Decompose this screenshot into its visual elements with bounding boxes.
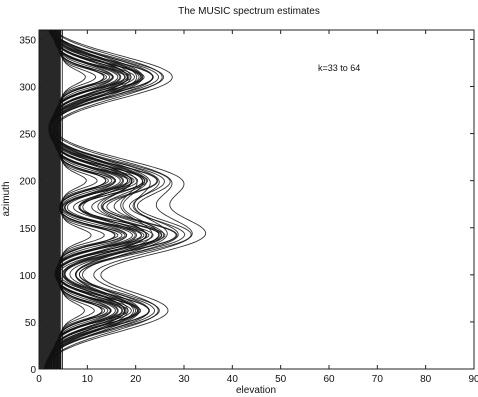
y-tick-label: 0 <box>30 365 36 376</box>
x-tick-label: 0 <box>36 374 42 385</box>
contour-line <box>50 29 148 369</box>
contour-line <box>55 30 150 369</box>
contour-lines <box>39 29 207 370</box>
y-tick-label: 300 <box>19 83 36 94</box>
x-tick-label: 90 <box>468 374 478 385</box>
y-tick-label: 250 <box>19 130 36 141</box>
x-tick-label: 30 <box>178 374 190 385</box>
contour-line <box>45 29 192 370</box>
contour-line <box>53 30 166 369</box>
y-tick-label: 200 <box>19 177 36 188</box>
y-tick-label: 50 <box>25 318 37 329</box>
contour-line <box>61 30 92 369</box>
y-axis-label: azimuth <box>1 181 12 216</box>
annotation-k-range: k=33 to 64 <box>318 63 360 73</box>
contour-line <box>45 29 186 370</box>
contour-line <box>53 30 154 369</box>
low-elevation-band <box>39 30 61 369</box>
x-tick-label: 20 <box>130 374 142 385</box>
contour-line <box>59 30 126 369</box>
y-tick-label: 150 <box>19 224 36 235</box>
x-tick-label: 60 <box>323 374 335 385</box>
x-axis-label: elevation <box>236 385 276 396</box>
contour-line <box>44 29 207 370</box>
contour-line <box>47 29 165 370</box>
y-tick-label: 100 <box>19 271 36 282</box>
contour-line <box>57 30 128 369</box>
contour-line <box>56 30 142 369</box>
contour-line <box>49 29 177 369</box>
x-tick-label: 10 <box>82 374 94 385</box>
y-tick-label: 350 <box>19 35 36 46</box>
x-tick-label: 70 <box>372 374 384 385</box>
x-tick-label: 80 <box>420 374 432 385</box>
x-tick-label: 50 <box>275 374 287 385</box>
x-tick-label: 40 <box>227 374 239 385</box>
chart-title: The MUSIC spectrum estimates <box>178 6 320 17</box>
contour-line <box>57 30 116 369</box>
axis-ticks: 0 10 20 30 40 50 60 70 80 90 0 50 100 150 200 250 300 350 <box>19 30 478 385</box>
